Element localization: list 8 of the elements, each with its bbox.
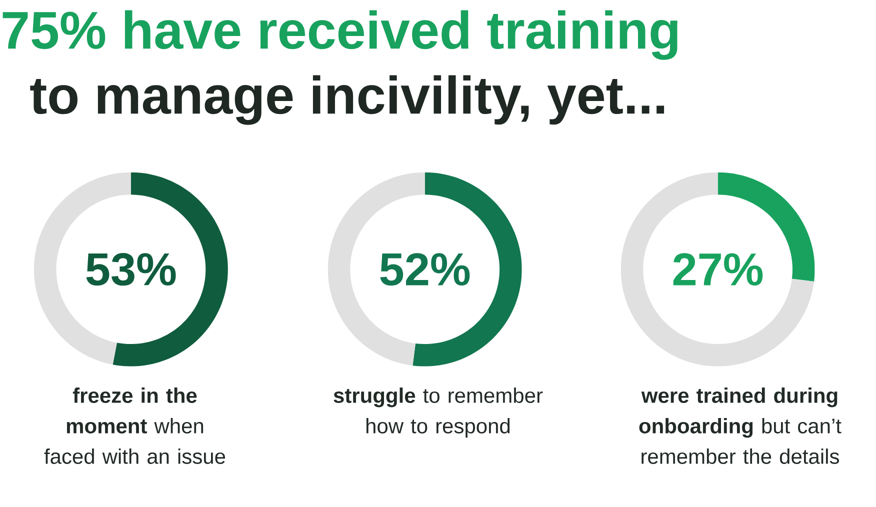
text: were trained during onboarding but can’t remember the details (639, 388, 842, 464)
text: struggle to remember how to respond (334, 388, 543, 438)
data-label: 27% (673, 253, 763, 286)
data-label: 52% (380, 253, 470, 286)
text: 75% have received training (2, 10, 678, 60)
text: freeze in the moment when faced with an issue (44, 388, 226, 464)
text: to manage incivility, yet... (30, 75, 664, 125)
data-label: 53% (86, 253, 176, 286)
